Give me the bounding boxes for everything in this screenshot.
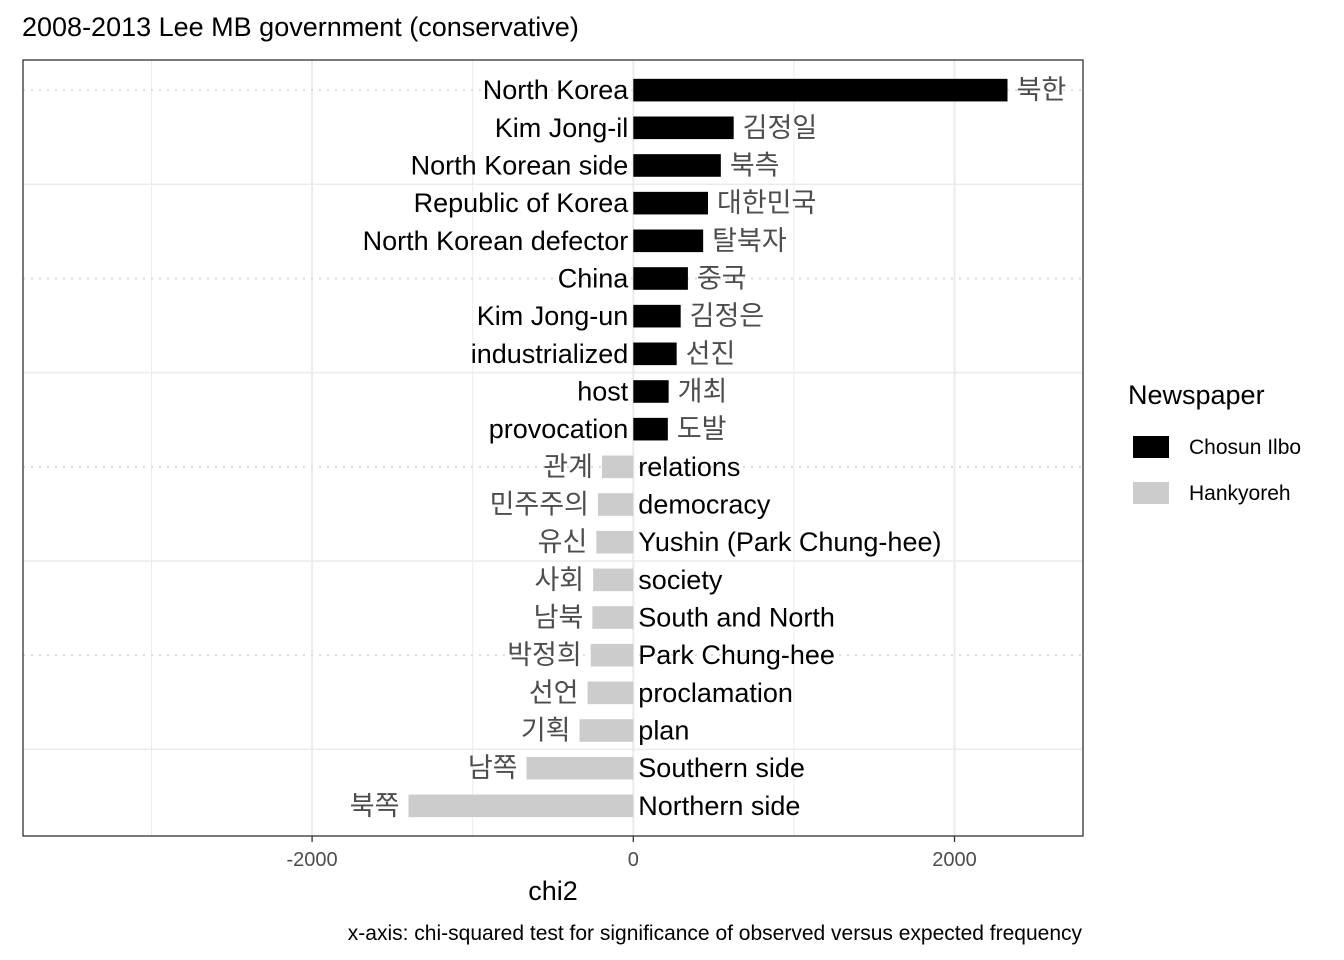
bar-16 bbox=[587, 681, 634, 705]
legend-title: Newspaper bbox=[1128, 380, 1265, 410]
bar-label-korean: 관계 bbox=[543, 452, 593, 483]
bar-label-korean: 사회 bbox=[534, 565, 584, 596]
bar-5 bbox=[633, 267, 688, 290]
panel-border bbox=[22, 59, 1084, 837]
bar-label-english: China bbox=[558, 263, 630, 293]
bar-label-korean: 유신 bbox=[538, 527, 588, 558]
bar-label-korean: 탈북자 bbox=[712, 226, 787, 257]
x-tick-label: 0 bbox=[628, 849, 639, 871]
bar-10 bbox=[601, 455, 634, 479]
bar-label-korean: 대한민국 bbox=[717, 188, 816, 219]
x-axis-title: chi2 bbox=[528, 876, 578, 906]
bar-15 bbox=[590, 643, 634, 667]
bar-label-korean: 선언 bbox=[529, 678, 579, 709]
bar-8 bbox=[633, 380, 669, 403]
bar-17 bbox=[579, 719, 634, 742]
bar-7 bbox=[633, 342, 677, 366]
bar-label-english: plan bbox=[638, 716, 689, 746]
bar-label-english: Kim Jong-un bbox=[477, 301, 629, 331]
bar-0 bbox=[633, 78, 1008, 102]
legend-key-0 bbox=[1133, 436, 1169, 458]
x-axis: -2000 0 2000 bbox=[287, 836, 977, 871]
bar-12 bbox=[596, 530, 634, 554]
bar-3 bbox=[633, 191, 708, 215]
bar-label-korean: 남북 bbox=[534, 603, 584, 634]
bar-label-korean: 김정일 bbox=[743, 113, 818, 144]
bar-13 bbox=[593, 568, 634, 592]
bar-label-korean: 중국 bbox=[697, 263, 747, 294]
bar-label-english: provocation bbox=[489, 414, 629, 444]
legend-key-1 bbox=[1133, 482, 1169, 504]
bar-label-korean: 남쪽 bbox=[468, 753, 518, 784]
bar-labels-layer: North Korea 북한 Kim Jong-il 김정일 North Korean … bbox=[350, 75, 1066, 822]
bar-label-korean: 북쪽 bbox=[350, 791, 400, 822]
chart-caption: x-axis: chi-squared test for significanc… bbox=[348, 922, 1083, 945]
bar-label-english: society bbox=[638, 565, 723, 595]
bar-label-korean: 박정희 bbox=[507, 640, 582, 671]
bar-label-english: Kim Jong-il bbox=[495, 113, 629, 143]
bar-11 bbox=[597, 493, 634, 516]
legend-label: Hankyoreh bbox=[1189, 482, 1291, 505]
bar-19 bbox=[408, 794, 634, 818]
bar-label-korean: 개최 bbox=[678, 376, 728, 407]
legend: Newspaper Chosun Ilbo Hankyoreh bbox=[1128, 380, 1301, 505]
bar-label-korean: 선진 bbox=[686, 339, 736, 370]
x-tick-label: -2000 bbox=[287, 849, 338, 871]
bar-label-english: North Korean side bbox=[411, 150, 629, 180]
bar-label-korean: 기획 bbox=[521, 716, 571, 747]
bar-label-english: North Korea bbox=[483, 75, 630, 105]
bar-label-english: proclamation bbox=[638, 678, 793, 708]
chart-title: 2008-2013 Lee MB government (conservativ… bbox=[22, 12, 579, 42]
bar-label-korean: 북한 bbox=[1017, 75, 1067, 106]
bar-label-english: Yushin (Park Chung-hee) bbox=[638, 527, 941, 557]
bar-label-english: Southern side bbox=[638, 753, 805, 783]
bar-label-english: relations bbox=[638, 452, 740, 482]
x-tick-label: 2000 bbox=[932, 849, 977, 871]
bar-4 bbox=[633, 229, 704, 253]
bar-14 bbox=[592, 606, 634, 629]
bar-label-korean: 북측 bbox=[730, 150, 780, 181]
bar-label-korean: 김정은 bbox=[690, 301, 765, 332]
bar-18 bbox=[526, 756, 634, 780]
bar-label-korean: 도발 bbox=[677, 414, 727, 445]
bar-label-english: industrialized bbox=[471, 339, 629, 369]
bar-label-english: democracy bbox=[638, 490, 771, 520]
bar-label-english: Park Chung-hee bbox=[638, 640, 835, 670]
legend-entries: Chosun Ilbo Hankyoreh bbox=[1133, 436, 1301, 505]
bar-label-english: Republic of Korea bbox=[414, 188, 630, 218]
bar-6 bbox=[633, 304, 681, 328]
panel-grid bbox=[23, 60, 1083, 836]
bar-label-english: Northern side bbox=[638, 791, 800, 821]
bar-label-english: South and North bbox=[638, 603, 835, 633]
bar-1 bbox=[633, 116, 734, 140]
bar-label-english: host bbox=[577, 376, 629, 406]
bar-label-korean: 민주주의 bbox=[490, 490, 589, 521]
bar-9 bbox=[633, 417, 668, 441]
bar-label-english: North Korean defector bbox=[363, 226, 629, 256]
bars-layer bbox=[408, 78, 1008, 818]
legend-label: Chosun Ilbo bbox=[1189, 436, 1301, 459]
bar-2 bbox=[633, 154, 721, 177]
